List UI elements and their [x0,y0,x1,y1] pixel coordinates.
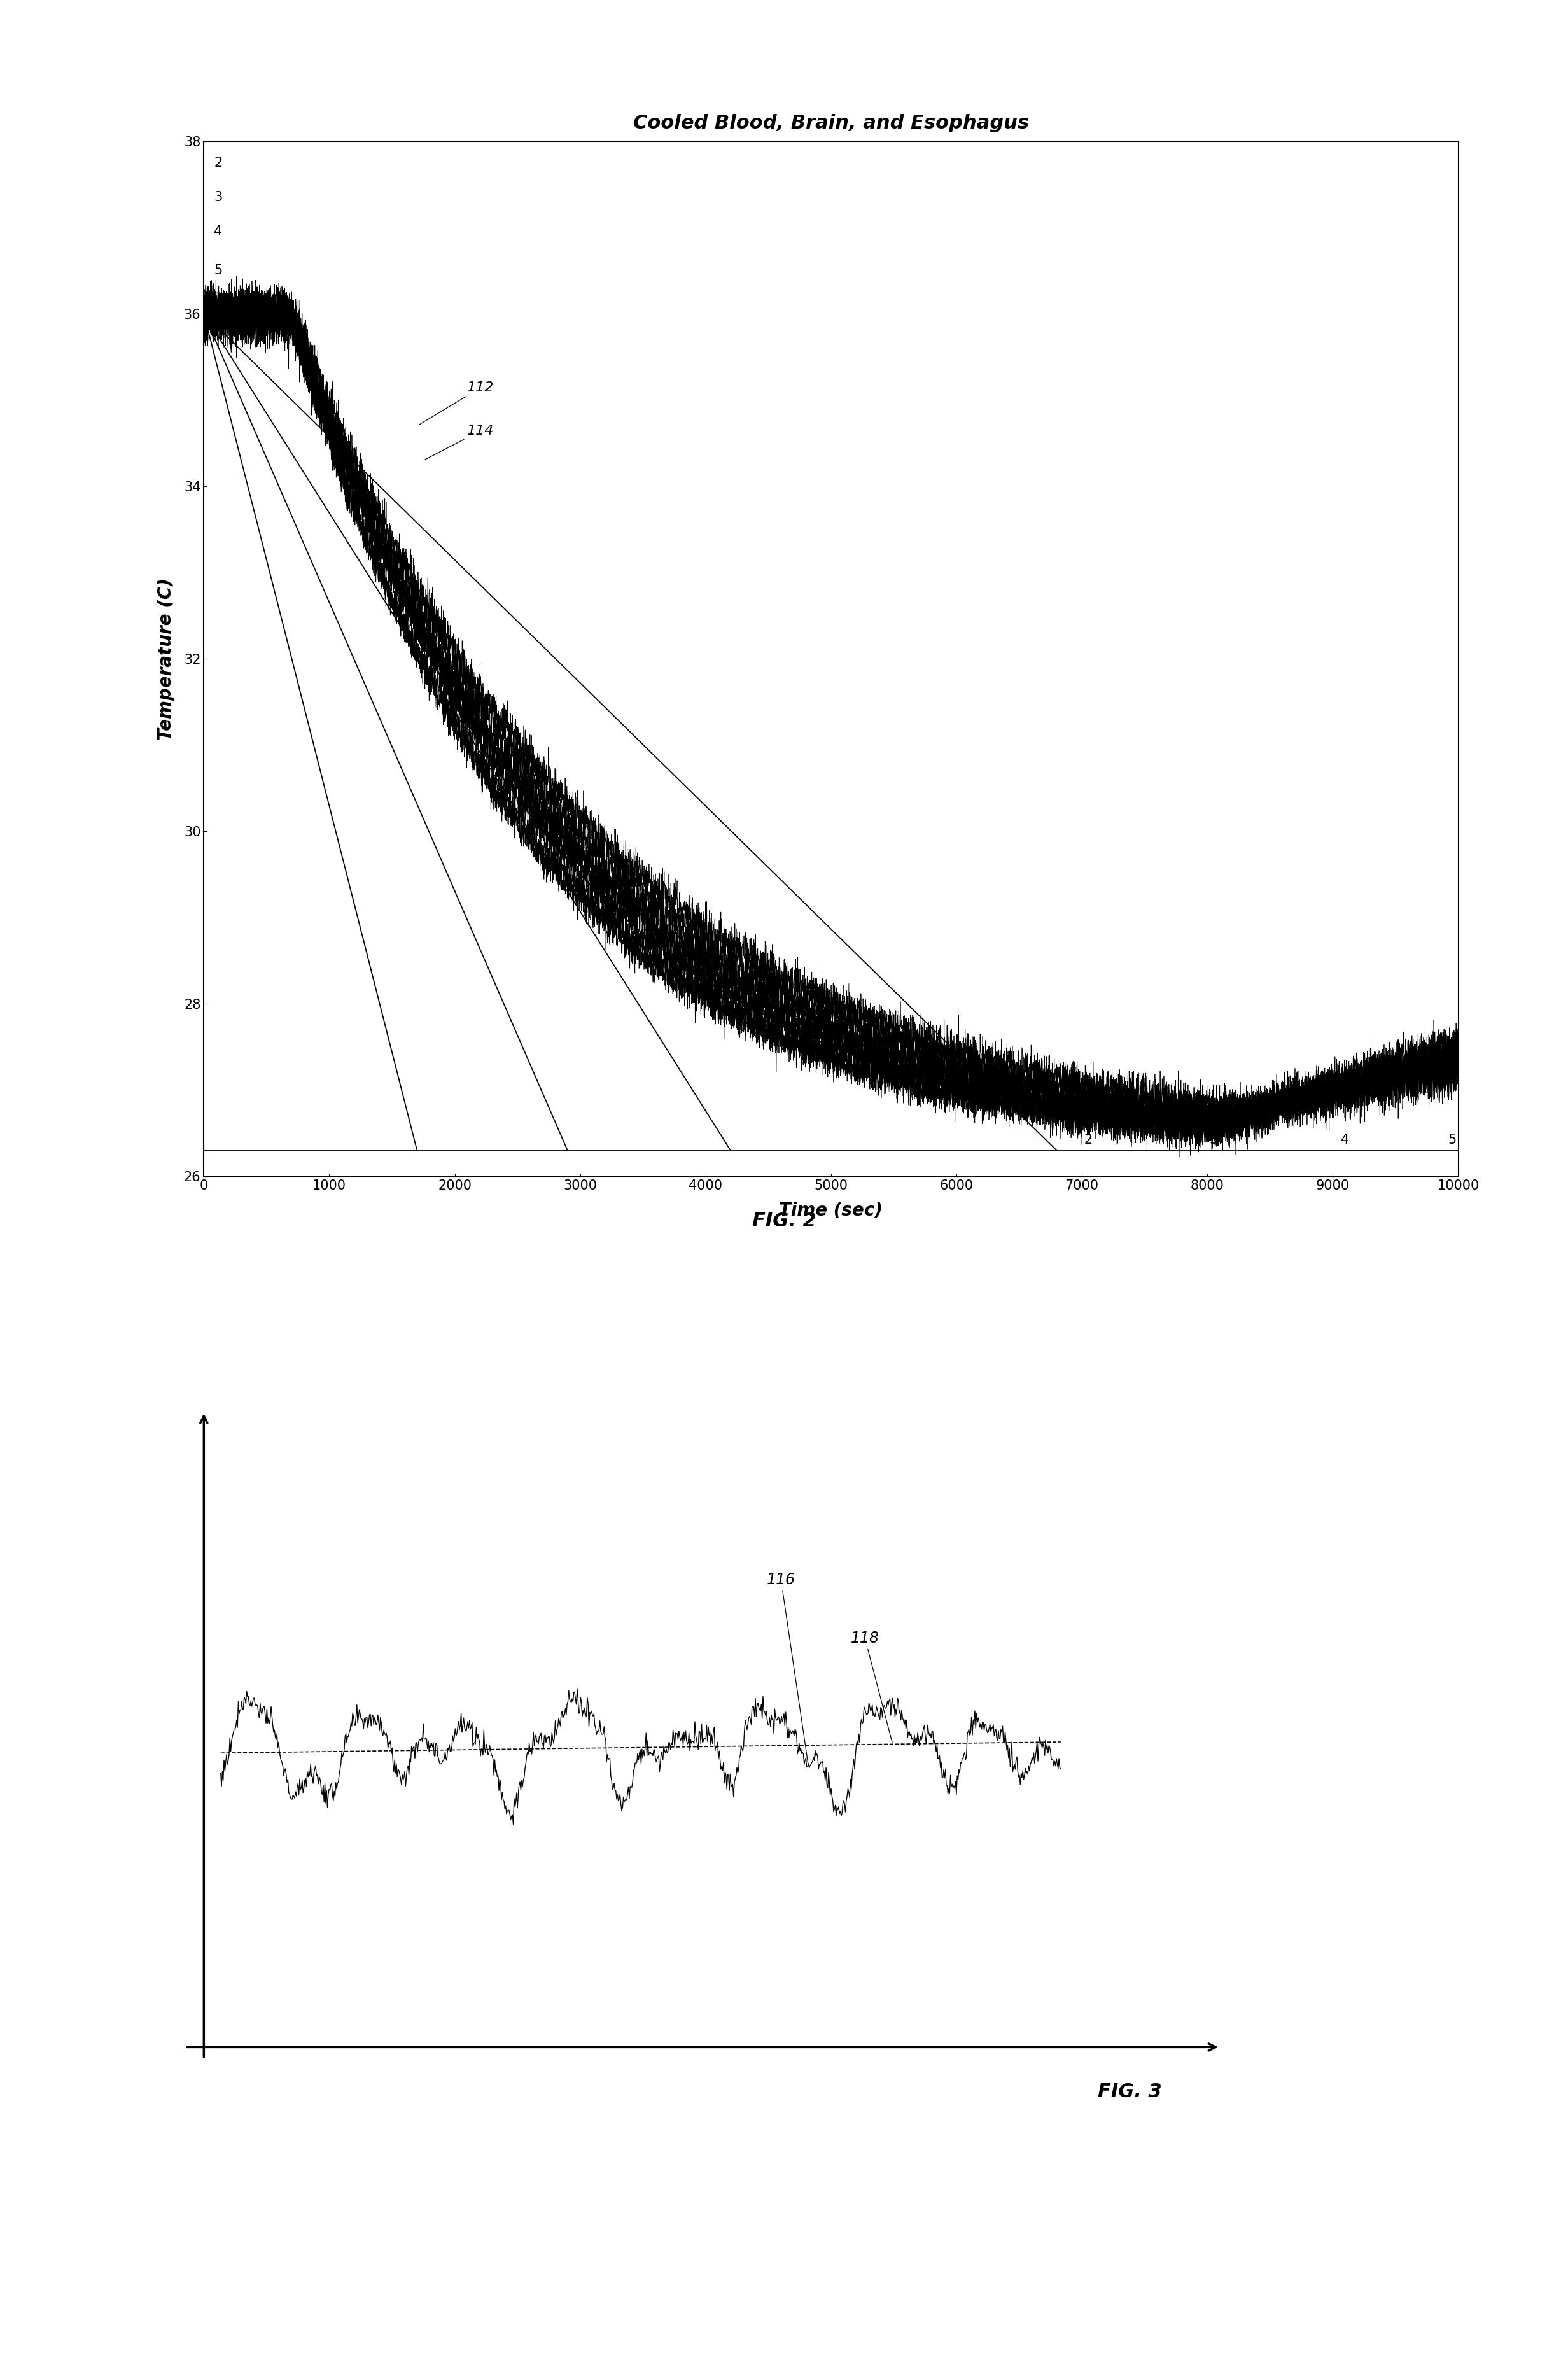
Text: 3: 3 [213,191,223,205]
Text: 5: 5 [1447,1134,1457,1146]
Text: 4: 4 [213,226,223,238]
Text: 3: 3 [1209,1134,1218,1146]
Title: Cooled Blood, Brain, and Esophagus: Cooled Blood, Brain, and Esophagus [633,115,1029,132]
X-axis label: Time (sec): Time (sec) [779,1200,883,1219]
Text: 116: 116 [767,1572,809,1767]
Text: 118: 118 [851,1631,892,1744]
Text: FIG. 3: FIG. 3 [1098,2082,1162,2101]
Text: 2: 2 [213,155,223,169]
Text: 2: 2 [1083,1134,1093,1146]
Text: FIG. 2: FIG. 2 [753,1212,815,1231]
Text: 112: 112 [419,381,494,426]
Text: 4: 4 [1341,1134,1350,1146]
Text: 114: 114 [425,424,494,459]
Y-axis label: Temperature (C): Temperature (C) [157,579,176,739]
Text: 5: 5 [213,264,223,278]
